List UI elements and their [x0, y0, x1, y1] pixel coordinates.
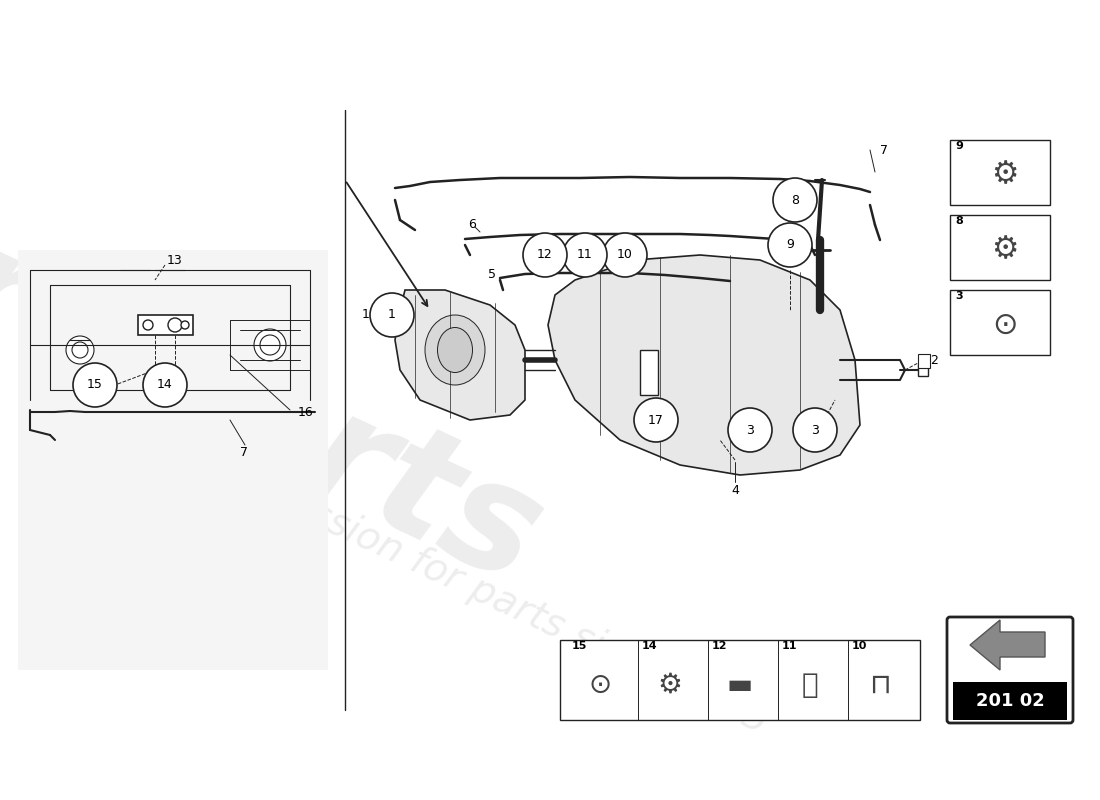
FancyBboxPatch shape	[950, 140, 1050, 205]
Polygon shape	[548, 255, 860, 475]
Text: 9: 9	[786, 238, 794, 251]
Text: 6: 6	[468, 218, 476, 231]
Text: 13: 13	[167, 254, 183, 266]
Text: 2: 2	[930, 354, 938, 366]
Text: a passion for parts since 1985: a passion for parts since 1985	[226, 458, 774, 742]
Text: 9: 9	[955, 141, 962, 151]
Circle shape	[66, 336, 94, 364]
Circle shape	[522, 233, 566, 277]
Text: 3: 3	[811, 423, 818, 437]
Text: 14: 14	[642, 641, 658, 651]
Circle shape	[143, 363, 187, 407]
Text: 1: 1	[388, 309, 396, 322]
Text: 17: 17	[648, 414, 664, 426]
Text: 5: 5	[488, 269, 496, 282]
Circle shape	[793, 408, 837, 452]
Text: 12: 12	[712, 641, 727, 651]
Circle shape	[728, 408, 772, 452]
Polygon shape	[395, 290, 525, 420]
Text: 3: 3	[746, 423, 754, 437]
Text: ⚿: ⚿	[802, 671, 818, 699]
Text: ⚙: ⚙	[991, 161, 1019, 190]
Text: 7: 7	[240, 446, 248, 458]
Circle shape	[260, 335, 280, 355]
Circle shape	[370, 293, 414, 337]
Text: 7: 7	[880, 143, 888, 157]
Text: 10: 10	[852, 641, 868, 651]
Ellipse shape	[425, 315, 485, 385]
Circle shape	[73, 363, 117, 407]
FancyBboxPatch shape	[918, 354, 930, 368]
Polygon shape	[970, 620, 1045, 670]
Circle shape	[768, 223, 812, 267]
Ellipse shape	[438, 327, 473, 373]
Text: 8: 8	[955, 216, 962, 226]
Text: 201 02: 201 02	[976, 692, 1044, 710]
Text: 10: 10	[617, 249, 632, 262]
Text: europarts: europarts	[0, 124, 564, 616]
FancyBboxPatch shape	[138, 315, 192, 335]
Circle shape	[563, 233, 607, 277]
Circle shape	[72, 342, 88, 358]
FancyBboxPatch shape	[560, 640, 920, 720]
Text: 16: 16	[298, 406, 314, 418]
Text: ⚙: ⚙	[991, 235, 1019, 265]
FancyBboxPatch shape	[950, 290, 1050, 355]
Text: ⚙: ⚙	[658, 671, 682, 699]
Text: 12: 12	[537, 249, 553, 262]
Text: 14: 14	[157, 378, 173, 391]
FancyBboxPatch shape	[947, 617, 1072, 723]
Circle shape	[143, 320, 153, 330]
Text: 1: 1	[362, 309, 370, 322]
Text: 11: 11	[578, 249, 593, 262]
Text: ⊙: ⊙	[588, 671, 612, 699]
Text: 8: 8	[791, 194, 799, 206]
Circle shape	[182, 321, 189, 329]
FancyBboxPatch shape	[953, 682, 1067, 720]
FancyBboxPatch shape	[918, 364, 928, 376]
Circle shape	[773, 178, 817, 222]
Circle shape	[634, 398, 678, 442]
Circle shape	[168, 318, 182, 332]
Text: ⊙: ⊙	[992, 310, 1018, 339]
Text: 11: 11	[782, 641, 797, 651]
Circle shape	[603, 233, 647, 277]
FancyBboxPatch shape	[640, 350, 658, 395]
Text: ▬: ▬	[727, 671, 754, 699]
Text: 4: 4	[732, 483, 739, 497]
Text: 15: 15	[572, 641, 587, 651]
Circle shape	[254, 329, 286, 361]
FancyBboxPatch shape	[18, 250, 328, 670]
Text: 3: 3	[955, 291, 962, 301]
Text: ⊓: ⊓	[869, 671, 891, 699]
Text: 15: 15	[87, 378, 103, 391]
FancyBboxPatch shape	[950, 215, 1050, 280]
